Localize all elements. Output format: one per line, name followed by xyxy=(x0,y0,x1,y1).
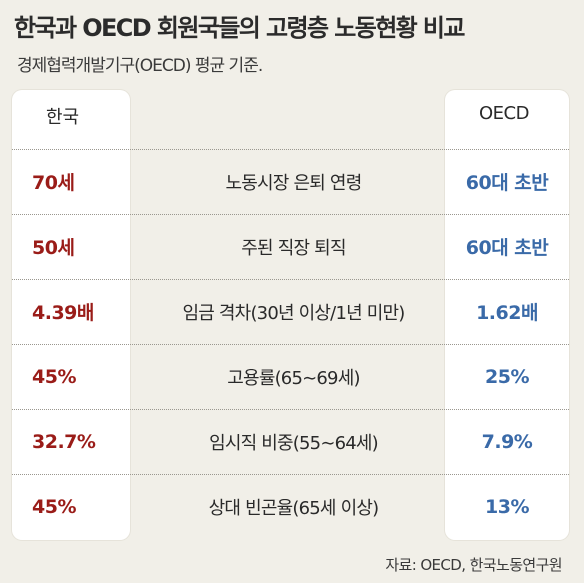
oecd-value: 25% xyxy=(485,365,529,388)
korea-value: 50세 xyxy=(32,237,75,259)
oecd-column-panel xyxy=(445,90,569,540)
korea-value: 70세 xyxy=(32,172,75,194)
table-row: 45% 상대 빈곤율(65세 이상) 13% xyxy=(12,474,569,535)
indicator-label: 주된 직장 퇴직 xyxy=(241,237,346,259)
row-divider xyxy=(12,344,569,345)
indicator-label: 노동시장 은퇴 연령 xyxy=(225,172,363,194)
korea-value: 4.39배 xyxy=(32,302,94,324)
indicator-label: 고용률(65∼69세) xyxy=(227,367,360,389)
row-divider xyxy=(12,279,569,280)
oecd-value: 60대 초반 xyxy=(465,237,549,259)
oecd-value: 60대 초반 xyxy=(465,172,549,194)
table-row: 70세 노동시장 은퇴 연령 60대 초반 xyxy=(12,149,569,210)
table-row: 50세 주된 직장 퇴직 60대 초반 xyxy=(12,214,569,275)
oecd-value: 1.62배 xyxy=(476,302,538,324)
chart-title: 한국과 OECD 회원국들의 고령층 노동현황 비교 xyxy=(14,14,465,42)
row-divider xyxy=(12,149,569,150)
row-divider xyxy=(12,214,569,215)
indicator-label: 임금 격차(30년 이상/1년 미만) xyxy=(182,302,405,324)
indicator-label: 임시직 비중(55∼64세) xyxy=(209,432,379,454)
row-divider xyxy=(12,409,569,410)
table-row: 45% 고용률(65∼69세) 25% xyxy=(12,344,569,405)
korea-column-header: 한국 xyxy=(46,107,80,128)
row-divider xyxy=(12,474,569,475)
source-note: 자료: OECD, 한국노동연구원 xyxy=(385,556,562,574)
korea-value: 45% xyxy=(32,495,76,518)
korea-value: 45% xyxy=(32,365,76,388)
table-row: 4.39배 임금 격차(30년 이상/1년 미만) 1.62배 xyxy=(12,279,569,340)
oecd-value: 7.9% xyxy=(481,430,533,453)
table-row: 32.7% 임시직 비중(55∼64세) 7.9% xyxy=(12,409,569,470)
oecd-column-header: OECD xyxy=(479,103,529,124)
korea-value: 32.7% xyxy=(32,430,96,453)
chart-subtitle: 경제협력개발기구(OECD) 평균 기준. xyxy=(17,56,263,76)
indicator-label: 상대 빈곤율(65세 이상) xyxy=(208,497,379,519)
korea-column-panel xyxy=(12,90,130,540)
oecd-value: 13% xyxy=(485,495,529,518)
